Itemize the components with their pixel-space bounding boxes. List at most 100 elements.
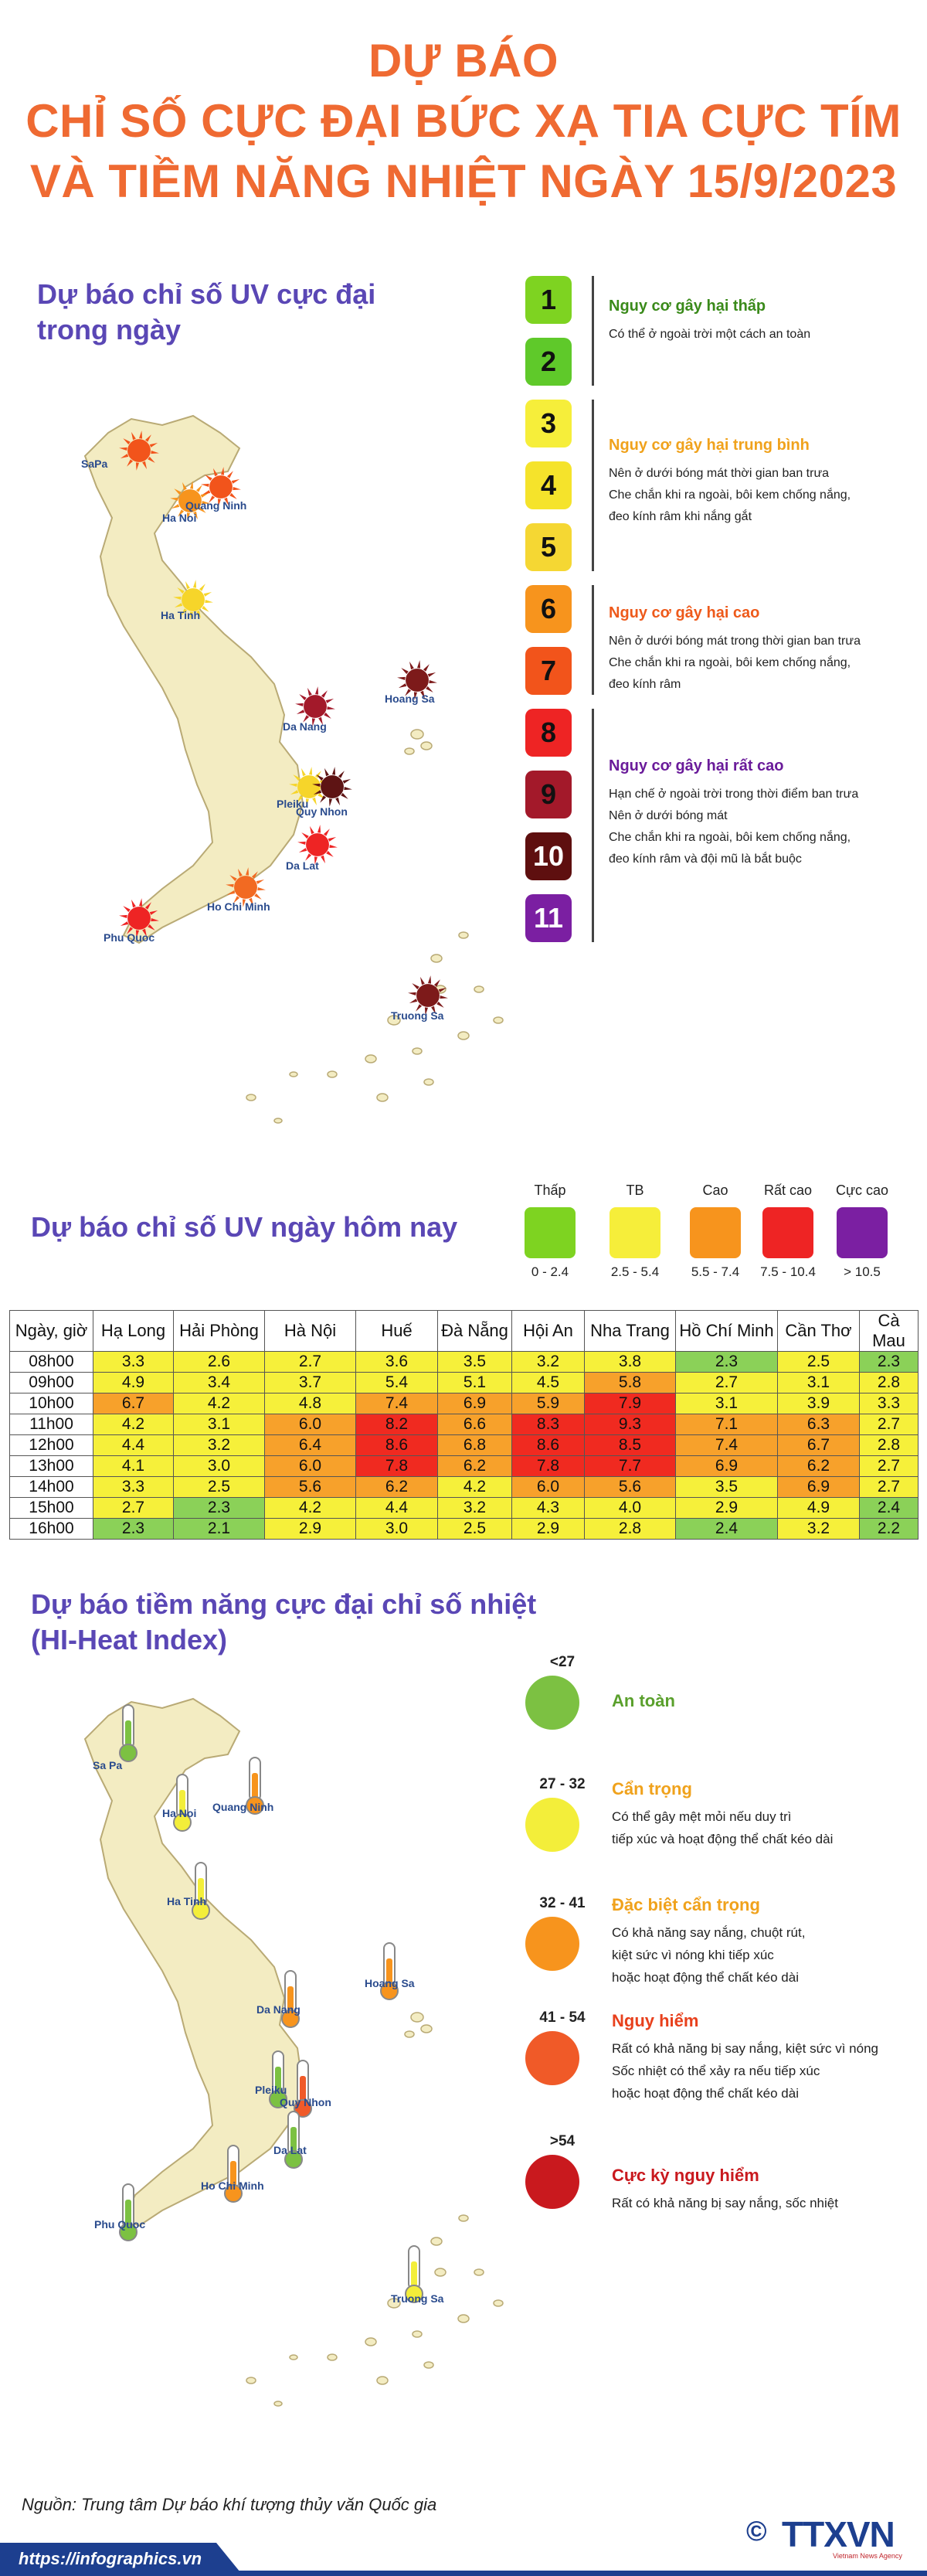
table-cell: 6.4 (264, 1434, 356, 1456)
uv-level-8: 8 (525, 709, 572, 757)
table-cell: 7.4 (675, 1434, 778, 1456)
table-header-row: Ngày, giờ Hạ Long Hải Phòng Hà Nội Huế Đà Nẵn… (9, 1310, 919, 1352)
vietnam-heat-map: Sa Pa Ha Noi Quang Ninh Ha Tinh Da Nang Hoang… (77, 1685, 510, 2427)
table-cell: 4.5 (511, 1372, 585, 1393)
heat-range-label: <27 (549, 1654, 576, 1670)
table-cell: 8.5 (584, 1434, 676, 1456)
heat-level-circle (525, 2031, 579, 2085)
heat-level-title: Đặc biệt cẩn trọng (612, 1895, 760, 1914)
table-cell: 6.0 (264, 1414, 356, 1435)
uv-map-island (327, 1070, 338, 1078)
table-row: 16h00 2.3 2.1 2.9 3.0 2.5 2.9 2.8 2.4 3.2 2.2 (9, 1518, 919, 1540)
sun-icon-sapa (117, 429, 161, 476)
city-label-da-nang: Da Nang (256, 2003, 301, 2016)
table-cell: 6.7 (93, 1393, 174, 1414)
table-cell: 4.3 (511, 1497, 585, 1519)
city-label-da-lat: Da Lat (273, 2144, 307, 2156)
uv-level-1: 1 (525, 276, 572, 324)
uv-category-label: Thấp (534, 1183, 566, 1198)
city-label-hoang-sa: Hoang Sa (385, 692, 435, 705)
table-cell: 4.1 (93, 1455, 174, 1477)
sun-icon-ha-noi (168, 479, 212, 526)
city-label-truong-sa: Truong Sa (391, 1009, 444, 1022)
table-row: 10h00 6.7 4.2 4.8 7.4 6.9 5.9 7.9 3.1 3.9 3.3 (9, 1393, 919, 1414)
table-cell: 7.8 (511, 1455, 585, 1477)
table-cell: 2.7 (859, 1414, 919, 1435)
sun-icon-quy-nhon (311, 765, 354, 812)
heat-level-description: Rất có khả năng bị say nắng, kiệt sức vì… (612, 2041, 878, 2056)
sun-icon-da-nang (294, 685, 337, 732)
city-label-da-nang: Da Nang (283, 720, 327, 733)
table-cell: 3.9 (777, 1393, 860, 1414)
heat-map-island (273, 2401, 283, 2407)
table-cell: 3.1 (675, 1393, 778, 1414)
heat-level-title: An toàn (612, 1691, 675, 1710)
heat-map-island (246, 2377, 256, 2384)
uv-category-range: 0 - 2.4 (531, 1264, 569, 1279)
table-cell: 3.2 (437, 1497, 512, 1519)
heat-level-description: tiếp xúc và hoạt động thể chất kéo dài (612, 1832, 834, 1846)
heat-title-line-2: (HI-Heat Index) (31, 1624, 228, 1656)
table-header-3: Hà Nội (264, 1310, 356, 1352)
table-cell: 3.7 (264, 1372, 356, 1393)
table-cell: 6.3 (777, 1414, 860, 1435)
heat-map-island (423, 2361, 434, 2369)
table-cell-time: 08h00 (9, 1351, 93, 1373)
uv-group-description: Che chắn khi ra ngoài, bôi kem chống nắn… (609, 831, 851, 844)
table-cell-time: 10h00 (9, 1393, 93, 1414)
heat-level-description: Có thể gây mệt mỏi nếu duy trì (612, 1809, 792, 1824)
table-header-7: Nha Trang (584, 1310, 676, 1352)
city-label-quy-nhon: Quy Nhon (280, 2096, 331, 2108)
header-line-3: VÀ TIỀM NĂNG NHIỆT NGÀY 15/9/2023 (29, 155, 898, 207)
uv-group-title: Nguy cơ gây hại trung bình (609, 437, 810, 454)
heat-range-label: 27 - 32 (539, 1776, 586, 1792)
table-cell: 7.9 (584, 1393, 676, 1414)
uv-group-description: Có thể ở ngoài trời một cách an toàn (609, 328, 811, 341)
city-label-ho-chi-minh: Ho Chi Minh (207, 900, 270, 913)
uv-level-9: 9 (525, 771, 572, 818)
table-cell: 4.8 (264, 1393, 356, 1414)
uv-group-description: Nên ở dưới bóng mát (609, 809, 728, 822)
uv-map-island (404, 747, 415, 755)
heat-range-label: 32 - 41 (539, 1895, 586, 1911)
table-header-4: Huế (355, 1310, 438, 1352)
infographics-link[interactable]: https://infographics.vn (19, 2549, 202, 2568)
heat-map-island (430, 2237, 443, 2246)
table-cell: 4.0 (584, 1497, 676, 1519)
sun-icon-quang-ninh (199, 465, 243, 512)
uv-group-title: Nguy cơ gây hại thấp (609, 298, 766, 315)
city-label-da-lat: Da Lat (286, 859, 319, 872)
table-cell: 3.2 (777, 1518, 860, 1540)
uv-category-label: Cao (702, 1183, 728, 1198)
city-label-phu-quoc: Phu Quoc (104, 931, 155, 944)
table-cell: 3.2 (173, 1434, 265, 1456)
table-row: 12h00 4.4 3.2 6.4 8.6 6.8 8.6 8.5 7.4 6.7 2.8 (9, 1434, 919, 1456)
uv-map-island (493, 1016, 504, 1024)
uv-today-title: Dự báo chỉ số UV ngày hôm nay (31, 1211, 458, 1243)
uv-map-title-line-1: Dự báo chỉ số UV cực đại (37, 278, 376, 310)
table-cell: 2.4 (675, 1518, 778, 1540)
sun-icon-ho-chi-minh (224, 866, 267, 913)
sun-icon-phu-quoc (117, 897, 161, 944)
thermometer-icon-ho-chi-minh (219, 2142, 247, 2208)
uv-category-thấp: Thấp 0 - 2.4 (511, 1183, 589, 1280)
table-cell: 3.4 (173, 1372, 265, 1393)
heat-level-title: Cẩn trọng (612, 1779, 692, 1798)
heat-level-circle (525, 1917, 579, 1971)
uv-category-range: 7.5 - 10.4 (760, 1264, 816, 1279)
table-cell: 2.5 (777, 1351, 860, 1373)
table-cell: 8.6 (511, 1434, 585, 1456)
table-cell: 4.2 (93, 1414, 174, 1435)
table-cell: 6.9 (675, 1455, 778, 1477)
heat-level-description: Có khả năng say nắng, chuột rút, (612, 1925, 806, 1940)
footer-bar (0, 2543, 927, 2576)
uv-map-outline (83, 414, 504, 1124)
table-cell: 6.6 (437, 1414, 512, 1435)
uv-category-swatch (610, 1207, 660, 1258)
table-header-1: Hạ Long (93, 1310, 174, 1352)
table-cell: 3.2 (511, 1351, 585, 1373)
table-header-6: Hội An (511, 1310, 585, 1352)
table-cell: 2.7 (93, 1497, 174, 1519)
uv-map-title: Dự báo chỉ số UV cực đại trong ngày (37, 277, 375, 348)
uv-group-divider (592, 709, 594, 942)
